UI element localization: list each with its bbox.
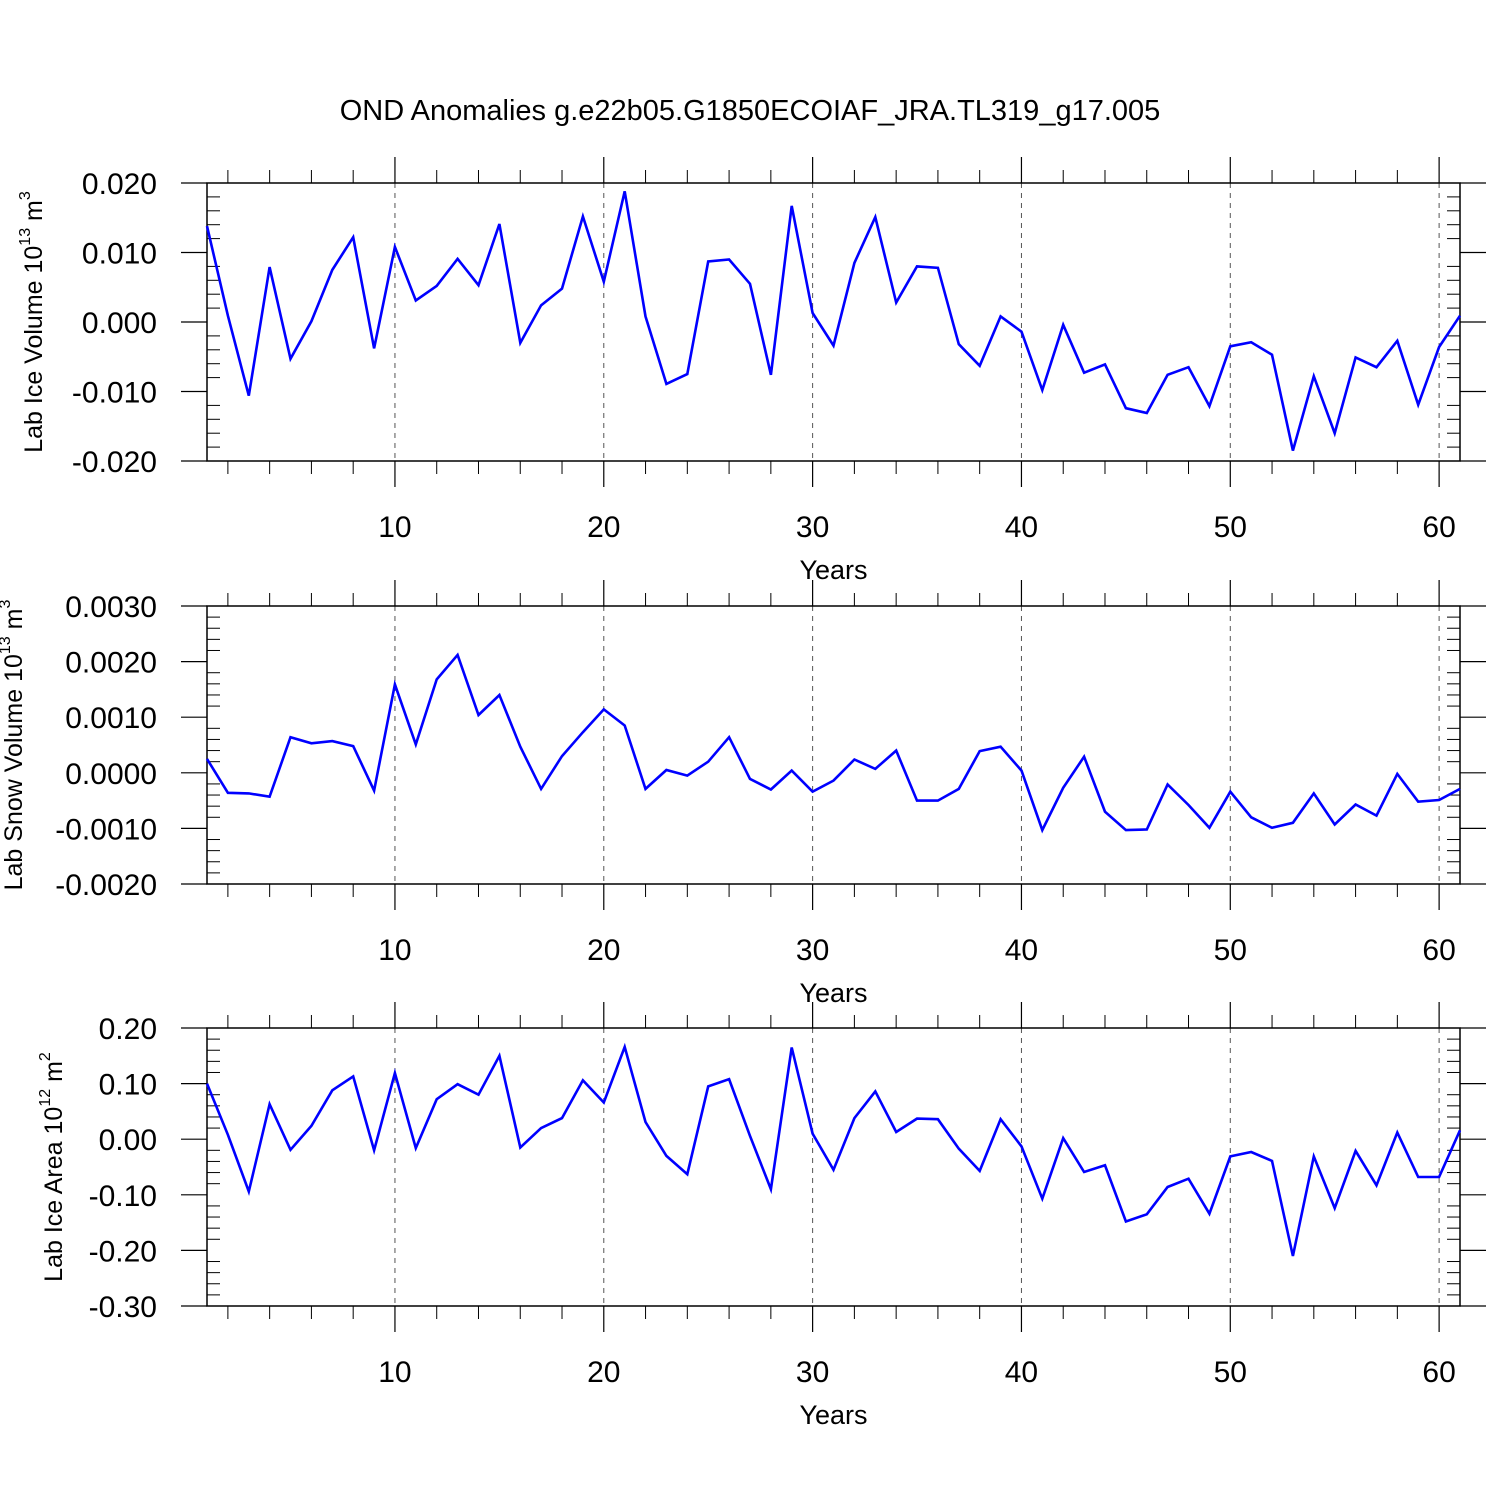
y-tick-label: -0.30: [89, 1291, 157, 1324]
y-tick-label: 0.0000: [65, 758, 157, 791]
x-tick-label: 30: [796, 934, 829, 967]
x-tick-label: 20: [587, 934, 620, 967]
y-tick-label: -0.0010: [55, 813, 157, 846]
y-tick-label: -0.010: [72, 377, 157, 410]
x-tick-label: 50: [1214, 1356, 1247, 1389]
x-tick-label: 50: [1214, 511, 1247, 544]
y-axis-label-unit-exponent: 2: [37, 1052, 54, 1061]
x-tick-label: 10: [378, 1356, 411, 1389]
x-tick-label: 10: [378, 511, 411, 544]
x-tick-label: 20: [587, 1356, 620, 1389]
series-line: [205, 1042, 1462, 1257]
y-axis-label-main: Lab Snow Volume 10: [0, 654, 28, 890]
y-axis-label-unit-exponent: 3: [17, 191, 34, 200]
x-tick-label: 60: [1422, 1356, 1455, 1389]
y-tick-label: 0.20: [99, 1013, 157, 1046]
y-axis-label-exponent: 13: [0, 636, 14, 654]
x-tick-label: 60: [1422, 511, 1455, 544]
y-axis-label-unit: m: [0, 609, 28, 637]
y-axis-label-unit-exponent: 3: [0, 600, 14, 609]
panel-2: 10 20 30 40 50 60 Years 0.0030 0.0020 0.0010 0.000…: [0, 580, 1486, 1008]
series-line: [205, 191, 1462, 451]
y-axis-label-unit: m: [40, 1061, 68, 1089]
y-tick-label: -0.0020: [55, 869, 157, 902]
y-tick-label: -0.20: [89, 1235, 157, 1268]
y-axis-label: Lab Ice Volume 1013 m3: [17, 191, 48, 453]
y-tick-label: 0.000: [82, 307, 157, 340]
panel-1: 10 20 30 40 50 60 Years 0.020 0.010 0.000 -0.010 -0…: [17, 157, 1486, 585]
x-tick-label: 60: [1422, 934, 1455, 967]
y-axis-label: Lab Ice Area 1012 m2: [37, 1052, 68, 1282]
x-tick-label: 20: [587, 511, 620, 544]
y-axis-label-unit: m: [20, 200, 48, 228]
x-axis-label: Years: [799, 555, 867, 585]
chart-title: OND Anomalies g.e22b05.G1850ECOIAF_JRA.T…: [340, 95, 1161, 127]
x-axis-label: Years: [799, 1400, 867, 1430]
y-tick-label: 0.00: [99, 1124, 157, 1157]
y-tick-label: -0.10: [89, 1180, 157, 1213]
x-tick-label: 30: [796, 1356, 829, 1389]
y-tick-label: -0.020: [72, 446, 157, 479]
x-tick-label: 30: [796, 511, 829, 544]
y-axis-label: Lab Snow Volume 1013 m3: [0, 600, 28, 891]
y-axis-label-exponent: 12: [37, 1089, 54, 1107]
x-axis-label: Years: [799, 978, 867, 1008]
plot-frame: [206, 1027, 1461, 1307]
y-tick-label: 0.10: [99, 1069, 157, 1102]
y-axis-label-main: Lab Ice Volume 10: [20, 246, 48, 453]
x-tick-label: 40: [1005, 934, 1038, 967]
plot-frame: [206, 605, 1461, 885]
y-tick-label: 0.020: [82, 168, 157, 201]
x-tick-label: 50: [1214, 934, 1247, 967]
panel-3: 10 20 30 40 50 60 Years 0.20 0.10 0.00 -0.10 -0.20 -…: [37, 1002, 1486, 1430]
y-tick-label: 0.0020: [65, 647, 157, 680]
x-tick-label: 40: [1005, 1356, 1038, 1389]
x-tick-label: 10: [378, 934, 411, 967]
y-tick-label: 0.0030: [65, 591, 157, 624]
x-tick-label: 40: [1005, 511, 1038, 544]
y-axis-label-exponent: 13: [17, 228, 34, 246]
y-axis-label-main: Lab Ice Area 10: [40, 1107, 68, 1282]
series-line: [205, 652, 1461, 834]
y-tick-label: 0.0010: [65, 702, 157, 735]
y-tick-label: 0.010: [82, 238, 157, 271]
